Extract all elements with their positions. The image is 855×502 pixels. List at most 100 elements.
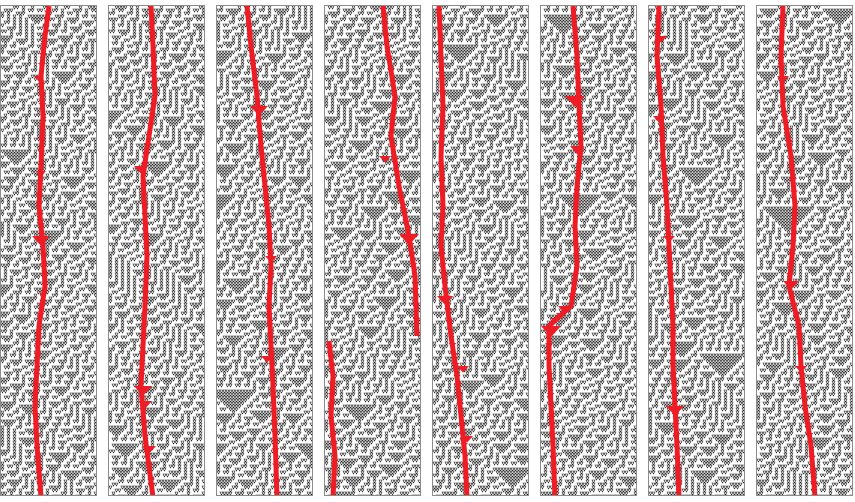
- boundary-marker: [39, 53, 47, 58]
- boundary-marker: [266, 273, 275, 278]
- boundary-marker: [436, 28, 444, 33]
- boundary-marker: [556, 313, 564, 318]
- boundary-marker: [799, 383, 807, 388]
- boundary-marker: [143, 143, 152, 148]
- boundary-marker: [787, 293, 796, 298]
- boundary-marker: [39, 293, 48, 298]
- boundary-marker: [148, 113, 156, 118]
- boundary-marker: [264, 213, 272, 218]
- automaton-panel-1: [0, 5, 97, 496]
- boundary-marker: [148, 33, 157, 38]
- boundary-marker: [548, 423, 556, 428]
- boundary-marker: [790, 223, 798, 228]
- boundary-marker: [663, 213, 672, 218]
- boundary-marker: [462, 483, 471, 489]
- boundary-marker: [38, 63, 46, 68]
- boundary-marker: [550, 318, 559, 323]
- large-boundary-marker: [138, 401, 152, 409]
- boundary-marker: [385, 55, 393, 60]
- boundary-marker: [653, 40, 662, 45]
- boundary-marker: [270, 408, 278, 413]
- boundary-marker: [38, 303, 46, 308]
- boundary-marker: [810, 481, 818, 486]
- boundary-marker: [438, 253, 446, 258]
- boundary-marker: [669, 373, 678, 378]
- boundary-marker: [459, 433, 467, 438]
- boundary-marker: [545, 353, 553, 358]
- boundary-marker: [798, 373, 806, 378]
- boundary-marker: [796, 343, 804, 348]
- automaton-panel-3: [216, 5, 313, 496]
- large-boundary-marker: [655, 36, 667, 43]
- large-boundary-marker: [265, 256, 277, 263]
- boundary-marker: [265, 233, 274, 238]
- boundary-marker: [572, 40, 580, 45]
- boundary-marker: [668, 313, 677, 318]
- boundary-marker: [250, 68, 258, 73]
- boundary-marker: [412, 318, 420, 323]
- boundary-marker: [785, 140, 793, 145]
- boundary-marker: [673, 455, 682, 461]
- boundary-marker: [576, 123, 584, 128]
- boundary-marker: [150, 68, 158, 73]
- cell-texture: [433, 6, 528, 495]
- boundary-marker: [400, 208, 408, 213]
- boundary-marker: [545, 373, 554, 378]
- boundary-marker: [437, 65, 446, 70]
- automaton-panel-6: [540, 5, 637, 496]
- boundary-marker: [664, 233, 673, 238]
- boundary-marker: [330, 473, 338, 478]
- large-boundary-marker: [457, 366, 469, 373]
- boundary-marker: [381, 23, 389, 28]
- automaton-pattern: [649, 6, 744, 495]
- boundary-marker: [777, 40, 786, 45]
- boundary-marker: [438, 178, 446, 183]
- boundary-marker: [664, 223, 672, 228]
- boundary-marker: [34, 455, 42, 461]
- large-boundary-marker: [666, 406, 684, 416]
- automaton-panel-5: [432, 5, 529, 496]
- automaton-pattern: [109, 6, 204, 495]
- large-boundary-marker: [134, 386, 152, 396]
- boundary-marker: [571, 233, 580, 238]
- boundary-marker: [445, 320, 454, 325]
- boundary-marker: [804, 423, 812, 428]
- boundary-marker: [382, 33, 390, 38]
- boundary-marker: [654, 28, 662, 33]
- boundary-marker: [658, 128, 666, 133]
- boundary-marker: [140, 313, 149, 318]
- automaton-pattern: [217, 6, 312, 495]
- boundary-marker: [800, 393, 808, 398]
- boundary-marker: [572, 253, 581, 258]
- boundary-marker: [438, 213, 447, 218]
- boundary-marker: [669, 343, 677, 348]
- boundary-marker: [36, 481, 44, 486]
- boundary-marker: [328, 383, 337, 388]
- boundary-marker: [244, 13, 252, 18]
- boundary-marker: [138, 363, 146, 368]
- automaton-pattern: [757, 6, 852, 495]
- boundary-marker: [572, 203, 580, 208]
- boundary-marker: [805, 433, 814, 438]
- boundary-marker: [38, 103, 47, 108]
- boundary-marker: [140, 163, 149, 168]
- boundary-marker: [150, 80, 159, 85]
- large-boundary-marker: [399, 234, 419, 245]
- boundary-marker: [654, 15, 663, 20]
- boundary-path: [546, 6, 584, 495]
- boundary-marker: [38, 138, 46, 143]
- automaton-panel-8: [756, 5, 853, 496]
- large-boundary-marker: [461, 436, 473, 443]
- boundary-marker: [438, 128, 446, 133]
- boundary-marker: [550, 481, 559, 486]
- boundary-marker: [40, 263, 48, 268]
- automaton-panel-7: [648, 5, 745, 496]
- boundary-marker: [389, 113, 397, 118]
- boundary-marker: [36, 313, 45, 318]
- boundary-marker: [140, 203, 149, 208]
- boundary-marker: [37, 150, 46, 155]
- boundary-marker: [262, 193, 270, 198]
- boundary-marker: [266, 323, 274, 328]
- boundary-marker: [329, 483, 338, 489]
- large-boundary-marker: [653, 116, 665, 123]
